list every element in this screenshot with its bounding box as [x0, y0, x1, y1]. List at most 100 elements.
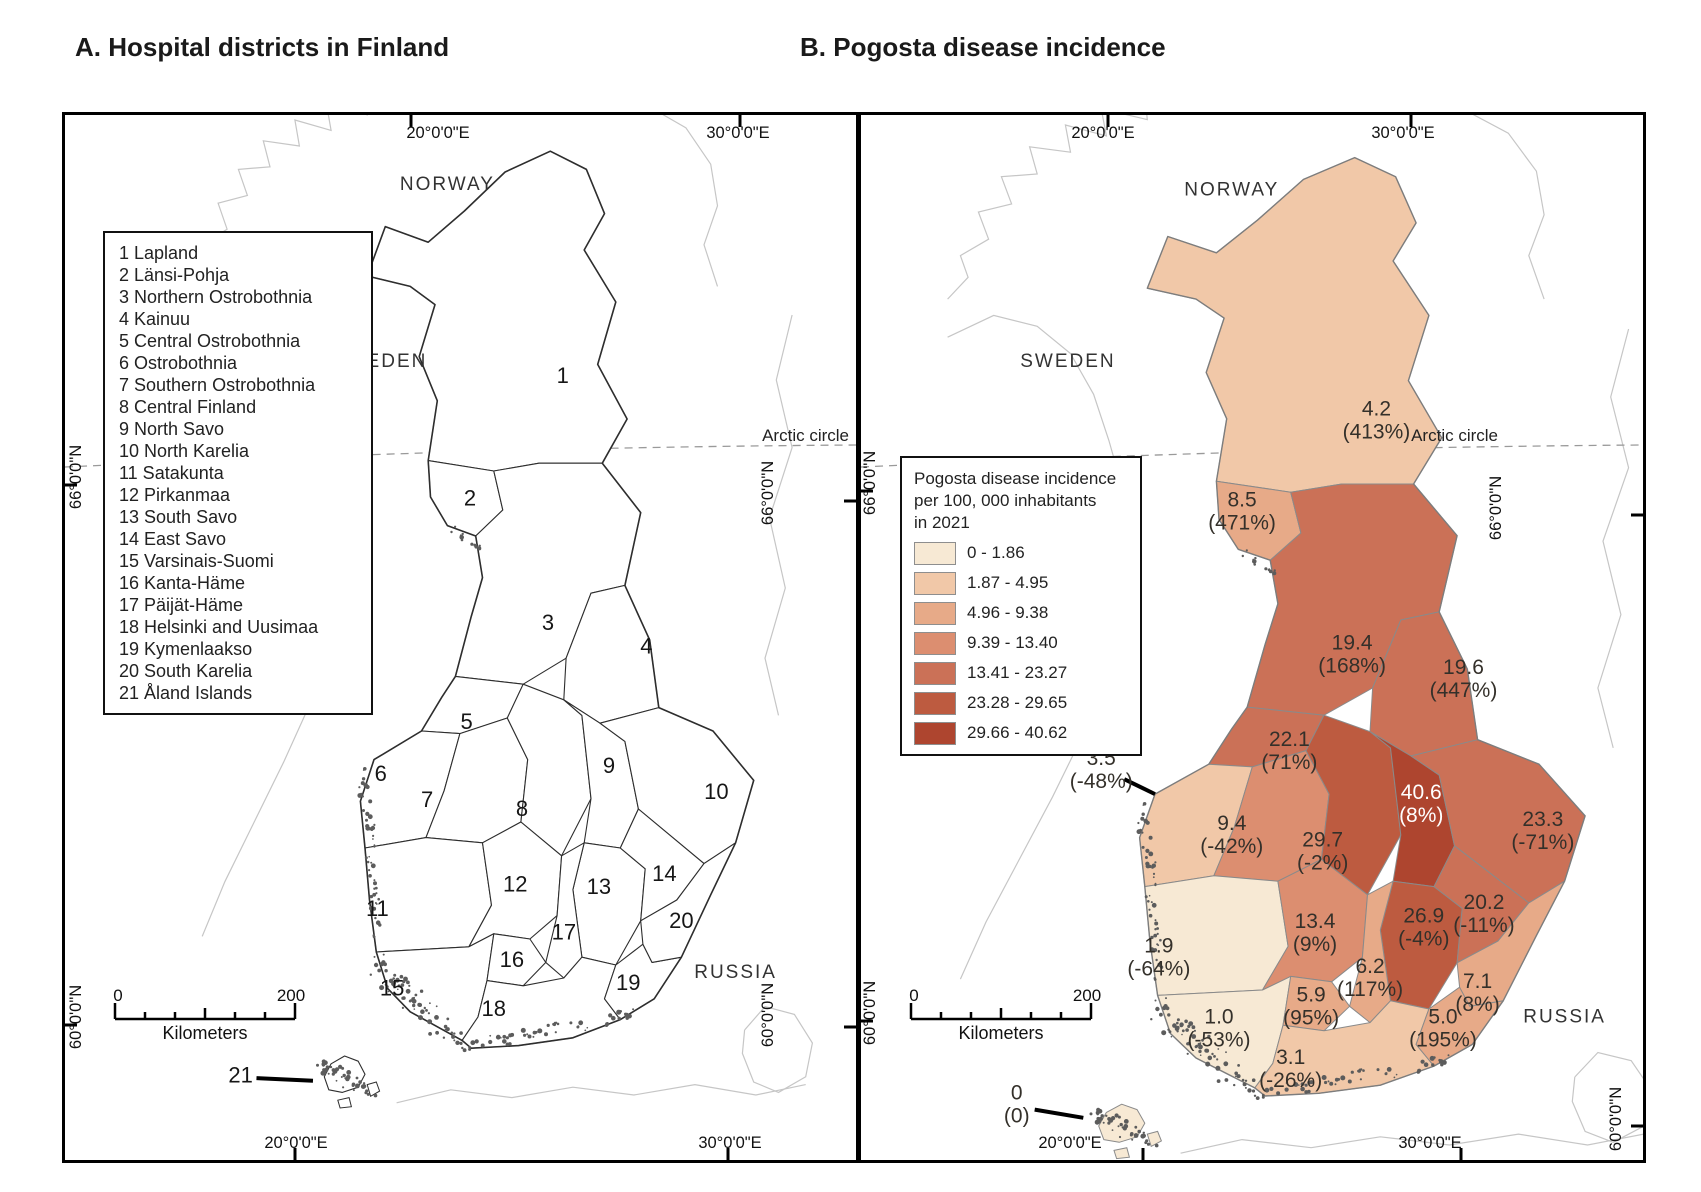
archipelago-dot [370, 861, 373, 864]
choropleth-legend-row: 9.39 - 13.40 [914, 631, 1132, 655]
label-leader-line [1123, 777, 1156, 796]
archipelago-dot [1216, 1058, 1219, 1061]
district-list-item: 2 Länsi-Pohja [119, 265, 230, 285]
map-panel-hospital-districts: 1 2 3 4 5 6 7 8 9 10 11 12 13 14 15 16 17 18 19 20 21 NORWAY S… [62, 112, 859, 1163]
archipelago-dot [1147, 900, 1150, 903]
district-number-label: 13 [587, 874, 611, 899]
archipelago-dot [1251, 1089, 1256, 1093]
archipelago-dot [382, 953, 385, 956]
archipelago-dot [1123, 1124, 1129, 1129]
archipelago-dot [372, 892, 377, 897]
archipelago-dot [459, 1041, 463, 1045]
archipelago-dot [1261, 1095, 1265, 1099]
archipelago-dot [1191, 1025, 1196, 1030]
district-list-item: 21 Åland Islands [119, 683, 253, 703]
archipelago-dot [362, 1084, 367, 1089]
archipelago-dot [368, 869, 371, 872]
legend-color-swatch [914, 661, 956, 685]
archipelago-dot [1152, 876, 1155, 879]
archipelago-dot [1118, 1135, 1122, 1139]
archipelago-dot [372, 838, 374, 840]
archipelago-dot [1235, 1075, 1237, 1078]
label-leader-line [256, 1076, 314, 1083]
district-list-item: 9 North Savo [119, 419, 225, 439]
archipelago-dot [1111, 1129, 1114, 1131]
district-list-item: 1 Lapland [119, 243, 199, 263]
graticule-label: 60°0'0"N [861, 981, 879, 1045]
archipelago-dot [392, 977, 396, 980]
archipelago-dot [367, 827, 372, 831]
archipelago-dot [1141, 845, 1145, 849]
archipelago-dot [395, 977, 400, 983]
neighbor-coastline [1597, 328, 1630, 749]
choropleth-legend-row: 1.87 - 4.95 [914, 571, 1132, 595]
archipelago-dot [544, 1032, 548, 1037]
archipelago-dot [1153, 977, 1156, 980]
district-kanta-h-me [486, 933, 547, 987]
archipelago-dot [365, 818, 368, 822]
archipelago-dot [1244, 1086, 1247, 1089]
district-change-label: (-2%) [1297, 852, 1348, 875]
archipelago-dot [373, 962, 379, 968]
district-list-item: 19 Kymenlaakso [119, 639, 253, 659]
archipelago-dot [459, 534, 462, 537]
archipelago-dot [408, 999, 412, 1003]
archipelago-dot [453, 1039, 456, 1042]
district-list-item: 13 South Savo [119, 507, 238, 527]
choropleth-legend: Pogosta disease incidence per 100, 000 in… [900, 456, 1142, 756]
archipelago-dot [1151, 902, 1157, 908]
district-number-label: 18 [482, 996, 506, 1021]
archipelago-dot [1147, 1143, 1149, 1146]
archipelago-dot [1265, 1088, 1269, 1092]
archipelago-dot [393, 973, 397, 977]
archipelago-dot [1309, 1080, 1314, 1085]
archipelago-dot [1236, 1074, 1241, 1079]
archipelago-dot [397, 984, 401, 988]
archipelago-dot [1241, 1078, 1245, 1082]
archipelago-dot [434, 1015, 439, 1020]
legend-class-label: 1.87 - 4.95 [967, 573, 1049, 592]
archipelago-dot [1234, 1071, 1238, 1076]
archipelago-dot [608, 1013, 613, 1018]
district-list-item: 15 Varsinais-Suomi [119, 551, 274, 571]
archipelago-dot [1089, 1112, 1093, 1116]
archipelago-dot [617, 1016, 621, 1021]
archipelago-dot [1276, 1091, 1281, 1096]
choropleth-legend-title-line: Pogosta disease incidence [914, 469, 1117, 488]
scalebar-zero-label: 0 [113, 986, 122, 1005]
district-list-item: 5 Central Ostrobothnia [119, 331, 301, 351]
archipelago-dot [586, 1026, 589, 1029]
archipelago-dot [399, 974, 404, 979]
archipelago-dot [387, 990, 390, 993]
archipelago-dot [1154, 928, 1157, 931]
district-list-item: 16 Kanta-Häme [119, 573, 246, 593]
archipelago-dot [419, 989, 424, 993]
district-list-item: 3 Northern Ostrobothnia [119, 287, 313, 307]
archipelago-dot [604, 1023, 609, 1027]
archipelago-dot [459, 1031, 463, 1035]
archipelago-dot [1134, 1125, 1138, 1129]
archipelago-dot [611, 1015, 616, 1021]
archipelago-dot [384, 969, 388, 973]
district-number-label: 5 [461, 709, 473, 734]
archipelago-dot [461, 1046, 464, 1050]
archipelago-dot [1102, 1121, 1105, 1124]
archipelago-dot [364, 856, 368, 860]
legend-class-label: 0 - 1.86 [967, 543, 1025, 562]
graticule-label: 66°0'0"N [1487, 476, 1505, 540]
archipelago-dot [1253, 1094, 1257, 1097]
graticule-label: 60°0'0"N [67, 985, 85, 1049]
district-number-label: 20 [669, 908, 693, 933]
archipelago-dot [527, 1034, 532, 1039]
archipelago-dot [1181, 1029, 1185, 1033]
archipelago-dot [1324, 1080, 1328, 1085]
district-change-label: (-11%) [1453, 914, 1514, 937]
district-change-label: (-4%) [1398, 928, 1449, 951]
archipelago-dot [368, 799, 373, 804]
district-value-label: 19.4 [1332, 631, 1373, 654]
archipelago-dot [520, 1027, 526, 1033]
archipelago-dot [1242, 1082, 1247, 1087]
legend-class-label: 4.96 - 9.38 [967, 603, 1049, 622]
archipelago-dot [368, 874, 372, 878]
archipelago-dot [388, 978, 394, 984]
